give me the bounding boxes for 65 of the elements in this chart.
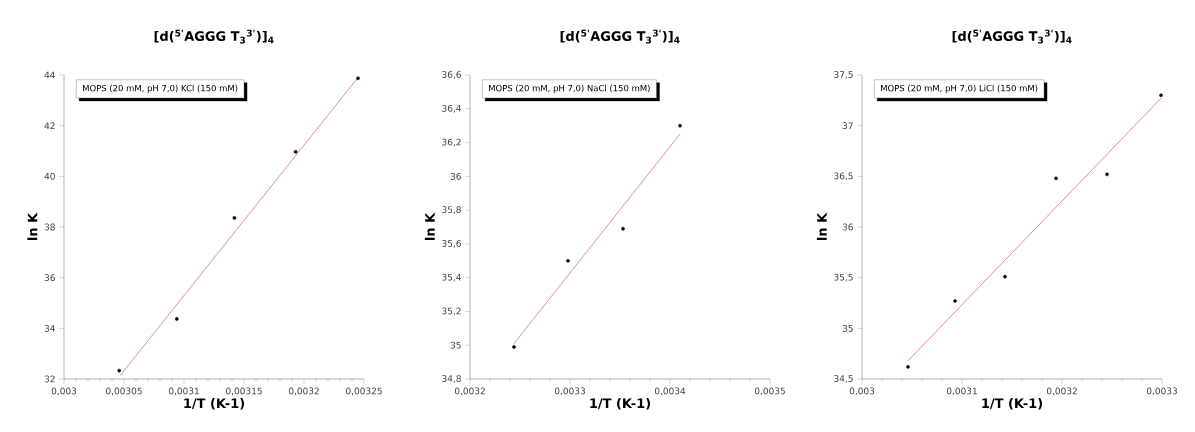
y-tick-label: 35,5 — [834, 273, 853, 282]
y-tick-label: 36,5 — [834, 172, 853, 181]
annotation: MOPS (20 mM, pH 7,0) NaCl (150 mM) — [489, 84, 650, 93]
y-tick-label: 35,8 — [442, 206, 461, 214]
point — [175, 317, 179, 321]
y-tick-label: 36 — [842, 223, 853, 231]
point — [566, 258, 570, 263]
x-tick-label: 0,00325 — [346, 387, 382, 396]
x-tick-label: 0,003 — [51, 387, 77, 396]
x-tick-label: 0,0033 — [1146, 387, 1177, 396]
chart-title: [d($^{5'}$AGGG T$_{3}$$^{3'}$)]$_{4}$ — [154, 29, 274, 44]
x-tick-label: 0,0032 — [454, 387, 485, 396]
point — [512, 345, 516, 349]
point — [293, 149, 298, 154]
y-tick-label: 36,6 — [442, 71, 461, 79]
point — [1003, 274, 1007, 279]
point — [1105, 172, 1109, 177]
x-tick-label: 0,00315 — [226, 387, 262, 396]
point — [1054, 176, 1058, 181]
x-axis-title: 1/T (K-1) — [184, 398, 245, 410]
y-tick-label: 42 — [44, 122, 55, 129]
y-tick-label: 35 — [450, 341, 461, 349]
x-tick-label: 0,003 — [849, 387, 875, 396]
annotation: MOPS (20 mM, pH 7,0) KCl (150 mM) — [83, 84, 238, 93]
x-tick-label: 0,0033 — [554, 387, 585, 396]
point — [356, 76, 360, 81]
y-tick-label: 34,8 — [442, 375, 461, 383]
point — [953, 299, 957, 303]
x-tick-label: 0,0032 — [1046, 387, 1077, 396]
y-tick-label: 37 — [842, 122, 853, 130]
y-tick-label: 35,4 — [442, 273, 461, 282]
point — [621, 226, 625, 231]
y-tick-label: 36 — [450, 172, 461, 180]
point — [1159, 93, 1163, 98]
y-tick-label: 34 — [44, 324, 55, 332]
x-tick-label: 0,0032 — [288, 387, 319, 396]
chart-title: [d($^{5'}$AGGG T$_{3}$$^{3'}$)]$_{4}$ — [560, 29, 680, 44]
x-tick-label: 0,0035 — [754, 387, 785, 396]
y-tick-label: 38 — [44, 223, 55, 231]
y-tick-label: 35,6 — [442, 240, 461, 248]
point — [906, 365, 910, 369]
x-axis-title: 1/T (K-1) — [590, 398, 651, 410]
y-tick-label: 37,5 — [834, 71, 853, 79]
y-axis-title: ln K — [816, 212, 827, 241]
y-axis-title: ln K — [27, 212, 38, 241]
y-tick-label: 40 — [44, 172, 55, 180]
y-tick-label: 36,4 — [442, 104, 461, 113]
x-tick-label: 0,0034 — [654, 387, 686, 396]
y-tick-label: 36,2 — [442, 138, 461, 147]
annotation: MOPS (20 mM, pH 7,0) LiCl (150 mM) — [881, 84, 1038, 93]
chart-title: [d($^{5'}$AGGG T$_{3}$$^{3'}$)]$_{4}$ — [952, 29, 1072, 44]
y-tick-label: 34,5 — [834, 375, 853, 383]
x-tick-label: 0,00305 — [106, 387, 142, 396]
x-tick-label: 0,0031 — [168, 387, 199, 396]
y-tick-label: 36 — [44, 274, 55, 282]
x-tick-label: 0,0031 — [946, 387, 977, 396]
y-tick-label: 35 — [842, 324, 853, 332]
y-axis-title: ln K — [424, 212, 435, 241]
point — [117, 368, 122, 373]
point — [232, 216, 237, 220]
y-tick-label: 35,2 — [442, 307, 461, 316]
x-axis-title: 1/T (K-1) — [982, 398, 1043, 410]
y-tick-label: 32 — [44, 375, 55, 383]
point — [678, 123, 682, 128]
y-tick-label: 44 — [44, 71, 55, 79]
